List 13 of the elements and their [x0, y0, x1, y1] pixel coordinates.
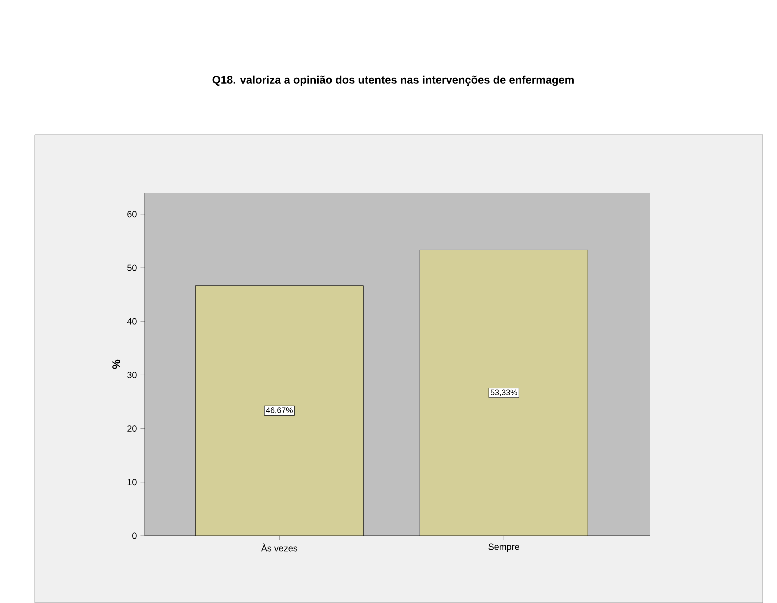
data-label: 46,67% [266, 408, 293, 414]
data-label: 53,33% [490, 390, 518, 396]
y-tick-label: 20 [128, 426, 137, 432]
y-axis-title: % [112, 360, 120, 370]
y-tick-label: 30 [128, 372, 137, 378]
x-tick-label: Às vezes [261, 544, 298, 552]
y-tick-label: 50 [128, 264, 137, 272]
y-tick-label: 60 [128, 211, 137, 218]
y-tick-label: 40 [127, 318, 137, 325]
chart-title: Q18. valoriza a opinião dos utentes nas intervenções de enfermagem [212, 76, 574, 86]
x-tick-label: Sempre [488, 544, 520, 552]
y-tick-label: 10 [128, 479, 137, 486]
y-tick-label: 0 [132, 532, 137, 540]
